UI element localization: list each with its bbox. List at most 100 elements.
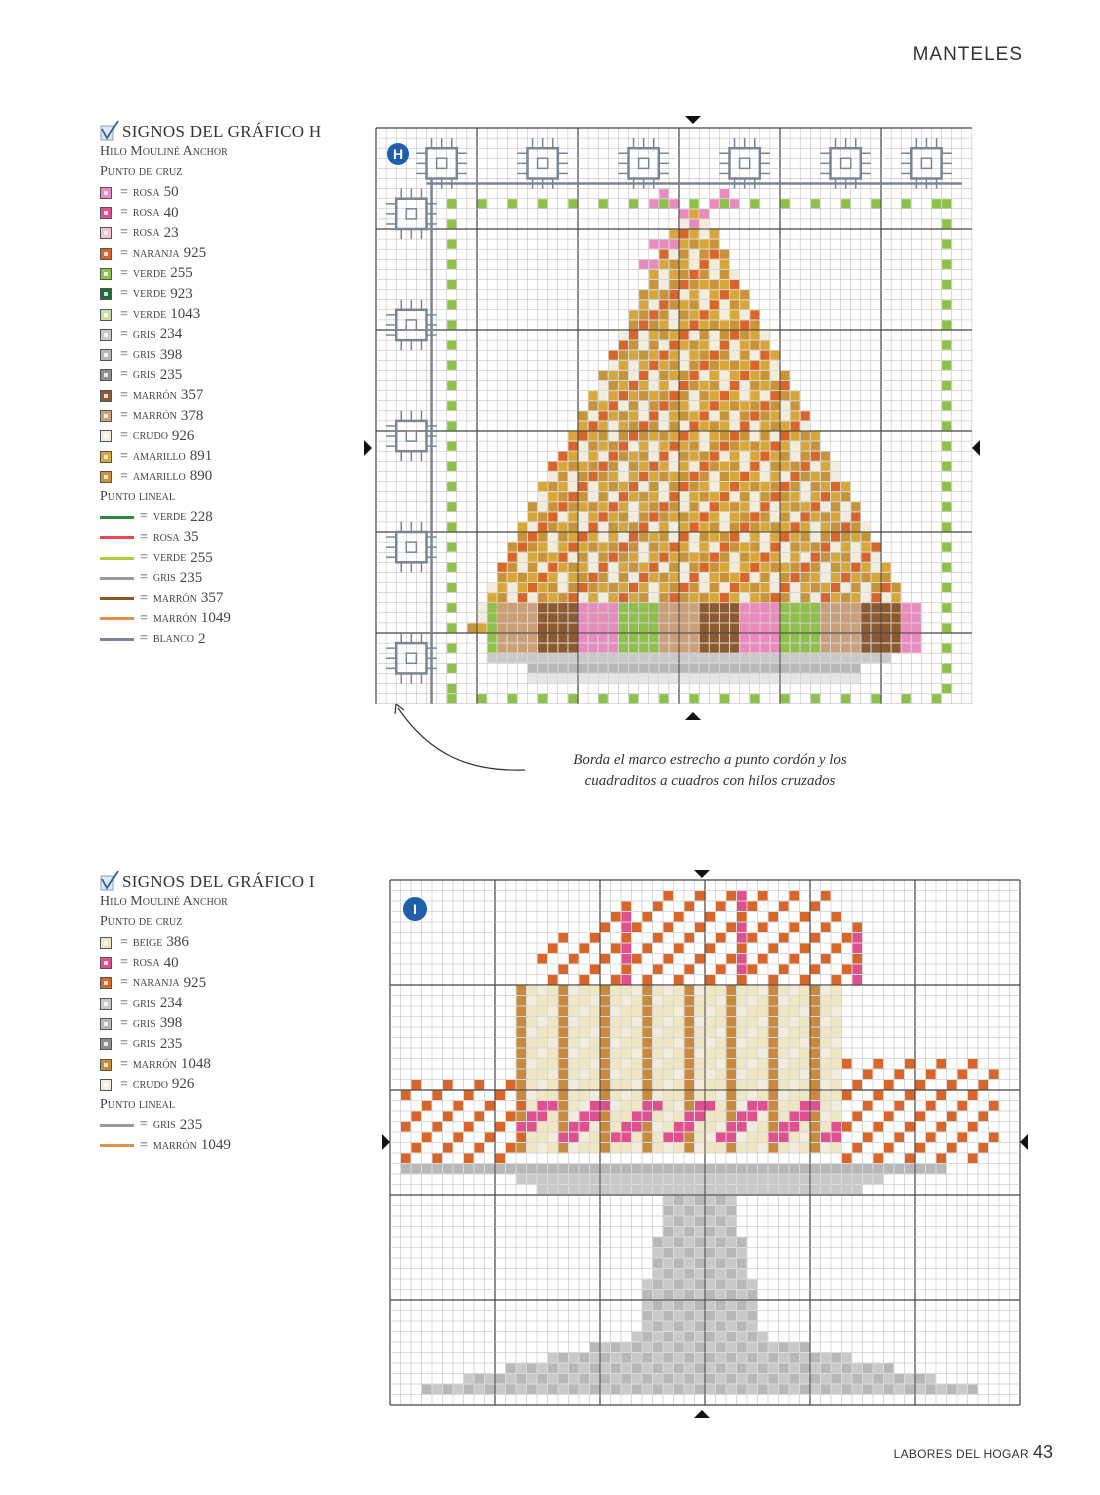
stitch-cell: [558, 492, 568, 502]
stand-stitch: [915, 1384, 925, 1394]
stand-stitch: [632, 1374, 642, 1384]
stand-stitch: [800, 1363, 810, 1373]
swirl-stitch: [506, 1143, 516, 1153]
stand-stitch: [779, 1174, 789, 1184]
bow-stitch: [669, 239, 679, 249]
line-stitch-item: = verde 255: [100, 548, 350, 568]
stitch-cell: [831, 492, 841, 502]
swirl-stitch: [474, 1111, 484, 1121]
cake-stitch: [663, 1038, 673, 1048]
stitch-cell: [851, 522, 861, 532]
platter-stitch: [730, 673, 740, 683]
stand-stitch: [684, 1237, 694, 1247]
stitch-swatch: [100, 369, 112, 382]
mesh-stitch: [653, 901, 663, 911]
platter-stitch: [770, 663, 780, 673]
equals-sign: =: [140, 550, 148, 566]
stitch-cell: [669, 492, 679, 502]
platter-stitch: [841, 663, 851, 673]
stitch-cell: [730, 502, 740, 512]
swirl-stitch: [905, 1059, 915, 1069]
swirl-stitch: [915, 1080, 925, 1090]
cake-stitch: [695, 1027, 705, 1037]
platter-stitch: [740, 673, 750, 683]
cake-stitch: [558, 996, 568, 1006]
cake-stitch: [558, 1048, 568, 1058]
stitch-cell: [618, 562, 628, 572]
stitch-cell: [699, 360, 709, 370]
stitch-cell: [517, 583, 527, 593]
stitch-cell: [770, 593, 780, 603]
cake-stitch: [642, 1080, 652, 1090]
swirl-stitch: [842, 1090, 852, 1100]
stitch-cell: [709, 360, 719, 370]
cake-stitch: [684, 1038, 694, 1048]
frame-dot: [447, 219, 457, 229]
stitch-cell: [689, 381, 699, 391]
stitch-cell: [750, 360, 760, 370]
cake-stitch: [779, 1111, 789, 1121]
stand-stitch: [716, 1300, 726, 1310]
stitch-cell: [831, 522, 841, 532]
stitch-cell: [618, 360, 628, 370]
stitch-cell: [588, 441, 598, 451]
stand-stitch: [590, 1353, 600, 1363]
stitch-cell: [659, 562, 669, 572]
stand-stitch: [758, 1185, 768, 1195]
cake-stitch: [695, 1122, 705, 1132]
cross-stitch-item: = naranja 925: [100, 243, 350, 263]
stitch-cell: [689, 532, 699, 542]
stand-stitch: [495, 1164, 505, 1174]
stitch-cell: [750, 381, 760, 391]
base-stitch: [699, 603, 709, 613]
stitch-cell: [831, 482, 841, 492]
stand-stitch: [684, 1248, 694, 1258]
stand-stitch: [915, 1374, 925, 1384]
stitch-cell: [669, 269, 679, 279]
mesh-stitch: [852, 943, 862, 953]
line-swatch: [100, 576, 134, 580]
stand-stitch: [632, 1332, 642, 1342]
stitch-cell: [770, 421, 780, 431]
cake-stitch: [632, 1027, 642, 1037]
base-stitch: [598, 613, 608, 623]
stitch-cell: [639, 522, 649, 532]
stitch-cell: [618, 451, 628, 461]
stitch-cell: [669, 593, 679, 603]
stand-stitch: [611, 1174, 621, 1184]
base-stitch: [517, 603, 527, 613]
platter-stitch: [810, 653, 820, 663]
base-stitch: [649, 643, 659, 653]
square-motif-icon: [386, 521, 437, 573]
stitch-cell: [770, 411, 780, 421]
stitch-cell: [679, 381, 689, 391]
stitch-cell: [719, 492, 729, 502]
cake-stitch: [768, 1111, 778, 1121]
platter-stitch: [618, 673, 628, 683]
stitch-cell: [719, 350, 729, 360]
cake-stitch: [527, 996, 537, 1006]
stitch-cell: [800, 471, 810, 481]
platter-stitch: [871, 653, 881, 663]
stitch-cell: [750, 572, 760, 582]
stitch-cell: [730, 310, 740, 320]
frame-dot: [447, 522, 457, 532]
frame-dot: [719, 694, 729, 704]
stitch-cell: [659, 552, 669, 562]
stitch-cell: [699, 593, 709, 603]
frame-dot: [447, 482, 457, 492]
stitch-cell: [871, 583, 881, 593]
stitch-cell: [497, 562, 507, 572]
caption-arrow-icon: [394, 703, 526, 771]
cake-stitch: [747, 1090, 757, 1100]
stand-stitch: [863, 1363, 873, 1373]
stitch-cell: [629, 492, 639, 502]
cake-stitch: [789, 985, 799, 995]
stitch-cell: [740, 411, 750, 421]
stitch-cell: [820, 593, 830, 603]
stitch-cell: [740, 451, 750, 461]
stitch-cell: [719, 552, 729, 562]
platter-stitch: [649, 653, 659, 663]
stitch-cell: [659, 249, 669, 259]
cake-stitch: [821, 1027, 831, 1037]
